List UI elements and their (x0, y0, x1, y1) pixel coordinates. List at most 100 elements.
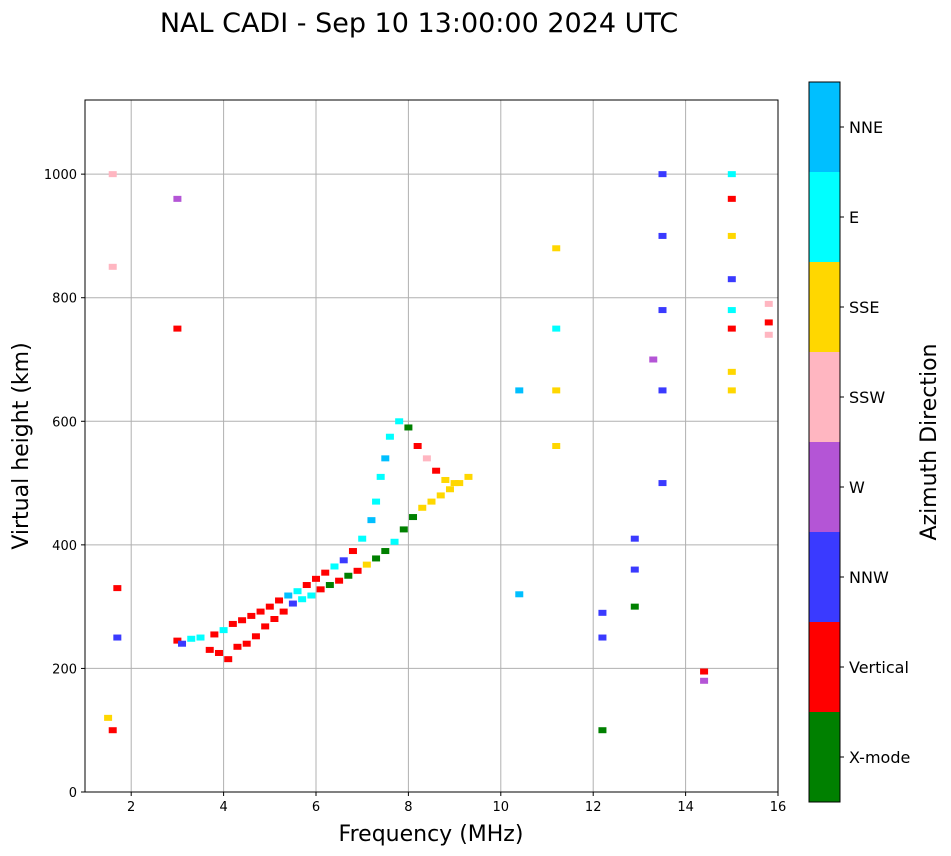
data-point-lower-trace (344, 572, 353, 579)
colorbar-tick-label: SSW (849, 388, 885, 407)
x-tick-label: 12 (585, 800, 602, 815)
colorbar-tick-label: X-mode (849, 748, 910, 767)
y-axis-label: Virtual height (km) (9, 342, 34, 549)
y-tick-label: 200 (52, 662, 77, 677)
data-point-lower-trace (427, 498, 436, 505)
data-point-lower-trace (224, 656, 233, 663)
axis-ticks: 2 4 6 8 10 12 14 16 0 200 400 600 800 1000 (44, 168, 786, 815)
data-point-scattered (727, 276, 736, 283)
colorbar-segment (809, 262, 840, 352)
data-point-lower-trace (335, 577, 344, 584)
data-point-scattered (658, 171, 667, 178)
data-point-upper-trace (256, 608, 265, 615)
data-point-scattered (727, 387, 736, 394)
data-point-scattered (113, 585, 122, 592)
colorbar-segment (809, 172, 840, 262)
y-tick-label: 1000 (44, 168, 77, 183)
data-point-scattered (173, 195, 182, 202)
colorbar: X-mode Vertical NNW W SSW SSE E NNE (808, 81, 910, 803)
data-point-scattered (727, 325, 736, 332)
x-tick-label: 16 (770, 800, 787, 815)
data-point-scattered (598, 609, 607, 616)
data-point-scattered (108, 171, 117, 178)
data-point-upper-trace (441, 476, 450, 483)
data-point-lower-trace (445, 486, 454, 493)
data-point-lower-trace (261, 623, 270, 630)
data-point-scattered (630, 535, 639, 542)
data-point-lower-trace (436, 492, 445, 499)
data-point-scattered (108, 263, 117, 270)
data-point-lower-trace (298, 596, 307, 603)
data-point-scattered (173, 325, 182, 332)
colorbar-tick-label: NNE (849, 118, 883, 137)
x-tick-label: 10 (493, 800, 510, 815)
data-point-lower-trace (399, 526, 408, 533)
data-point-scattered (515, 591, 524, 598)
data-point-scattered (598, 727, 607, 734)
data-point-scattered (727, 368, 736, 375)
data-point-scattered (552, 245, 561, 252)
data-point-upper-trace (385, 433, 394, 440)
data-point-scattered (764, 331, 773, 338)
data-point-scattered (764, 319, 773, 326)
data-point-lower-trace (270, 616, 279, 622)
y-tick-label: 0 (69, 786, 77, 801)
data-point-lower-trace (464, 473, 473, 480)
x-tick-label: 4 (219, 800, 227, 815)
data-point-scattered (108, 727, 117, 734)
data-point-scattered (630, 603, 639, 610)
data-point-scattered (515, 387, 524, 394)
colorbar-tick-label: W (849, 478, 865, 497)
data-point-upper-trace (372, 498, 381, 505)
data-point-upper-trace (422, 455, 431, 462)
colorbar-tick-label: E (849, 208, 859, 227)
data-point-upper-trace (395, 418, 404, 425)
y-tick-label: 400 (52, 539, 77, 554)
data-point-lower-trace (353, 567, 362, 574)
y-tick-label: 800 (52, 292, 77, 307)
data-point-upper-trace (302, 582, 311, 589)
data-point-upper-trace (330, 563, 339, 570)
data-point-lower-trace (390, 538, 399, 545)
colorbar-segment (809, 622, 840, 712)
data-point-upper-trace (358, 535, 367, 542)
data-point-lower-trace (187, 635, 196, 642)
data-point-scattered (727, 232, 736, 239)
data-point-upper-trace (321, 569, 330, 576)
chart-title: NAL CADI - Sep 10 13:00:00 2024 UTC (160, 8, 678, 39)
data-point-lower-trace (372, 555, 381, 562)
data-point-upper-trace (247, 612, 256, 619)
data-point-scattered (700, 668, 709, 675)
data-point-lower-trace (279, 608, 288, 615)
data-point-upper-trace (413, 443, 422, 449)
data-point-scattered (630, 566, 639, 573)
y-tick-label: 600 (52, 415, 77, 430)
data-point-lower-trace (196, 634, 205, 641)
data-point-lower-trace (307, 592, 316, 599)
data-point-upper-trace (367, 517, 376, 524)
colorbar-segment (809, 82, 840, 172)
data-point-lower-trace (205, 646, 214, 653)
data-point-lower-trace (233, 643, 242, 650)
colorbar-tick-label: SSE (849, 298, 879, 317)
data-point-scattered (658, 480, 667, 487)
data-point-scattered (649, 356, 658, 363)
data-point-upper-trace (275, 597, 284, 604)
data-point-lower-trace (178, 640, 187, 647)
data-point-scattered (727, 195, 736, 202)
x-tick-label: 6 (312, 800, 320, 815)
x-tick-label: 14 (677, 800, 694, 815)
data-point-lower-trace (418, 504, 427, 511)
data-point-upper-trace (376, 473, 385, 480)
colorbar-tick-label: NNW (849, 568, 889, 587)
x-tick-label: 8 (404, 800, 412, 815)
data-point-scattered (552, 325, 561, 332)
data-point-upper-trace (228, 620, 237, 627)
data-point-scattered (658, 232, 667, 239)
colorbar-segment (809, 532, 840, 622)
data-point-upper-trace (293, 588, 302, 595)
data-point-scattered (727, 171, 736, 178)
colorbar-segment (809, 442, 840, 532)
data-point-scattered (552, 443, 561, 449)
